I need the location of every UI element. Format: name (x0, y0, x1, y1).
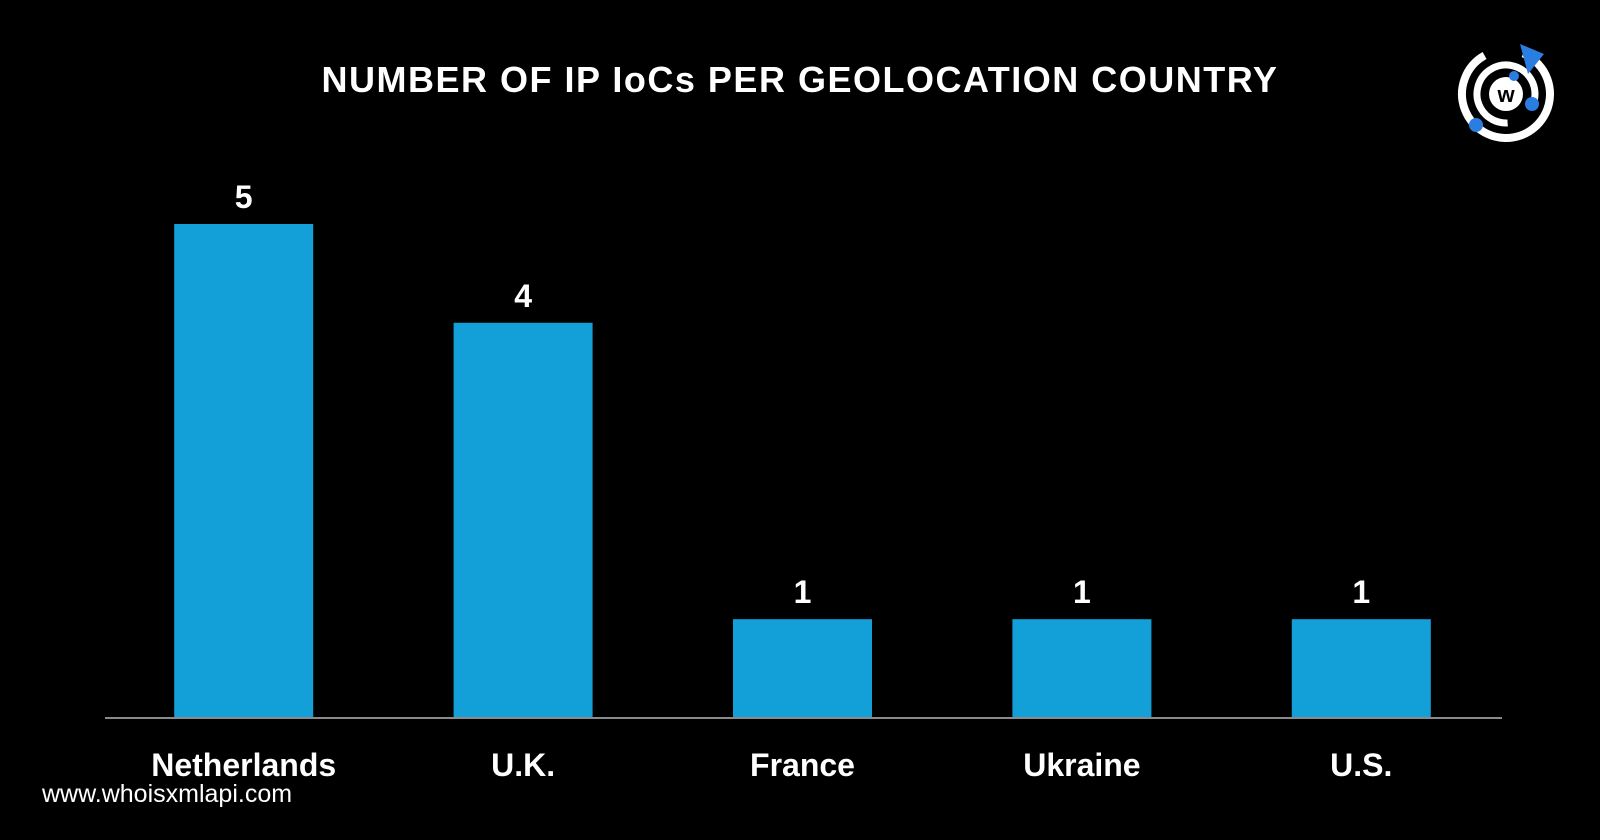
category-label: U.K. (491, 747, 555, 783)
category-label: France (750, 747, 855, 783)
bar-value-label: 1 (1073, 574, 1091, 610)
bar-france (733, 619, 872, 718)
whoisxmlapi-logo-icon: w (1452, 40, 1560, 148)
bar-value-label: 4 (514, 278, 532, 314)
bar-netherlands (174, 224, 313, 718)
logo-letter: w (1496, 82, 1515, 107)
category-label: U.S. (1330, 747, 1392, 783)
bar-value-label: 5 (235, 179, 253, 215)
bar-u-k (454, 323, 593, 718)
category-label: Netherlands (151, 747, 336, 783)
bar-u-s (1292, 619, 1431, 718)
bar-ukraine (1012, 619, 1151, 718)
category-label: Ukraine (1023, 747, 1140, 783)
chart-title: NUMBER OF IP IoCs PER GEOLOCATION COUNTR… (322, 59, 1279, 100)
bar-value-label: 1 (794, 574, 812, 610)
bar-value-label: 1 (1352, 574, 1370, 610)
bars-group: 5 Netherlands 4 U.K. 1 France 1 Ukraine 1 U.S. (151, 179, 1431, 783)
website-url: www.whoisxmlapi.com (42, 780, 292, 809)
